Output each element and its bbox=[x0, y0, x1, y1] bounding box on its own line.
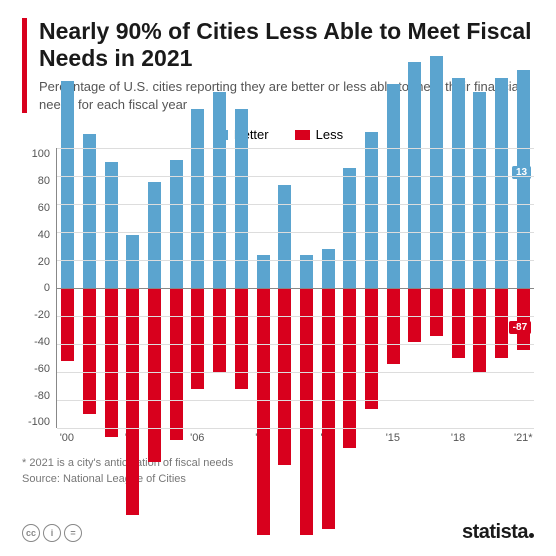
x-tick bbox=[491, 432, 513, 444]
x-tick: '06 bbox=[186, 432, 208, 444]
bar-less bbox=[278, 288, 291, 464]
legend-swatch-less bbox=[295, 130, 310, 140]
bar-better bbox=[473, 92, 486, 288]
bar-better bbox=[83, 134, 96, 288]
y-tick: -60 bbox=[34, 363, 50, 375]
bar-better bbox=[213, 92, 226, 288]
bar-less bbox=[213, 288, 226, 372]
bar-less bbox=[83, 288, 96, 414]
x-tick bbox=[230, 432, 252, 444]
grid-line bbox=[57, 260, 534, 261]
bar-less bbox=[191, 288, 204, 389]
bar-less bbox=[365, 288, 378, 408]
x-tick bbox=[469, 432, 491, 444]
bar-better bbox=[235, 109, 248, 288]
y-tick: 100 bbox=[32, 148, 50, 160]
bar-better bbox=[452, 78, 465, 288]
bar-better bbox=[495, 78, 508, 288]
y-tick: 40 bbox=[38, 229, 50, 241]
y-tick: 80 bbox=[38, 175, 50, 187]
x-tick: '18 bbox=[447, 432, 469, 444]
bar-better bbox=[105, 162, 118, 288]
brand-text: statista bbox=[462, 521, 528, 543]
x-tick bbox=[78, 432, 100, 444]
grid-line bbox=[57, 316, 534, 317]
bar-less bbox=[473, 288, 486, 372]
bar-better bbox=[517, 70, 530, 288]
plot-area: 13-87 bbox=[56, 148, 534, 428]
grid-line bbox=[57, 428, 534, 429]
callout-less: -87 bbox=[509, 321, 531, 334]
x-tick bbox=[425, 432, 447, 444]
bar-less bbox=[170, 288, 183, 439]
legend-item-less: Less bbox=[295, 127, 343, 142]
cc-icons: cci= bbox=[22, 524, 82, 542]
y-tick: -40 bbox=[34, 336, 50, 348]
bar-less bbox=[105, 288, 118, 436]
x-tick bbox=[404, 432, 426, 444]
bar-better bbox=[126, 235, 139, 288]
bar-less bbox=[322, 288, 335, 529]
footer: cci= statista bbox=[22, 521, 534, 544]
grid-line bbox=[57, 344, 534, 345]
y-tick: -20 bbox=[34, 309, 50, 321]
grid-line bbox=[57, 232, 534, 233]
brand-logo: statista bbox=[462, 521, 534, 544]
x-tick: '21* bbox=[512, 432, 534, 444]
legend-label-less: Less bbox=[316, 127, 343, 142]
bar-better bbox=[408, 62, 421, 289]
bar-less bbox=[387, 288, 400, 364]
bar-better bbox=[278, 185, 291, 289]
bar-less bbox=[148, 288, 161, 462]
chart-area: 100 80 60 40 20 0 -20 -40 -60 -80 -100 13-87 bbox=[22, 148, 534, 428]
bar-better bbox=[343, 168, 356, 288]
y-tick: 20 bbox=[38, 256, 50, 268]
bar-better bbox=[148, 182, 161, 288]
bar-better bbox=[170, 160, 183, 289]
y-tick: -100 bbox=[28, 416, 50, 428]
bar-less bbox=[235, 288, 248, 389]
bar-less bbox=[495, 288, 508, 358]
bar-less bbox=[430, 288, 443, 336]
cc-icon: cc bbox=[22, 524, 40, 542]
bar-better bbox=[430, 56, 443, 288]
y-axis: 100 80 60 40 20 0 -20 -40 -60 -80 -100 bbox=[22, 148, 56, 428]
brand-dot-icon bbox=[529, 533, 534, 538]
footnote-line2: Source: National League of Cities bbox=[22, 472, 534, 487]
cc-icon: i bbox=[43, 524, 61, 542]
x-tick bbox=[360, 432, 382, 444]
x-tick: '00 bbox=[56, 432, 78, 444]
bar-better bbox=[191, 109, 204, 288]
grid-line bbox=[57, 204, 534, 205]
grid-line bbox=[57, 288, 534, 289]
bar-less bbox=[126, 288, 139, 515]
cc-icon: = bbox=[64, 524, 82, 542]
bar-less bbox=[408, 288, 421, 341]
chart-title: Nearly 90% of Cities Less Able to Meet F… bbox=[39, 18, 534, 72]
x-tick bbox=[208, 432, 230, 444]
grid-line bbox=[57, 400, 534, 401]
bar-less bbox=[517, 288, 530, 350]
bar-better bbox=[61, 81, 74, 288]
bar-less bbox=[257, 288, 270, 534]
grid-line bbox=[57, 372, 534, 373]
bar-better bbox=[387, 84, 400, 288]
bar-less bbox=[452, 288, 465, 358]
bar-less bbox=[300, 288, 313, 534]
y-tick: 60 bbox=[38, 202, 50, 214]
grid-line bbox=[57, 176, 534, 177]
bar-better bbox=[322, 249, 335, 288]
bar-less bbox=[61, 288, 74, 361]
y-tick: 0 bbox=[44, 282, 50, 294]
grid-line bbox=[57, 148, 534, 149]
bar-better bbox=[365, 132, 378, 289]
y-tick: -80 bbox=[34, 390, 50, 402]
bar-less bbox=[343, 288, 356, 448]
x-tick: '15 bbox=[382, 432, 404, 444]
